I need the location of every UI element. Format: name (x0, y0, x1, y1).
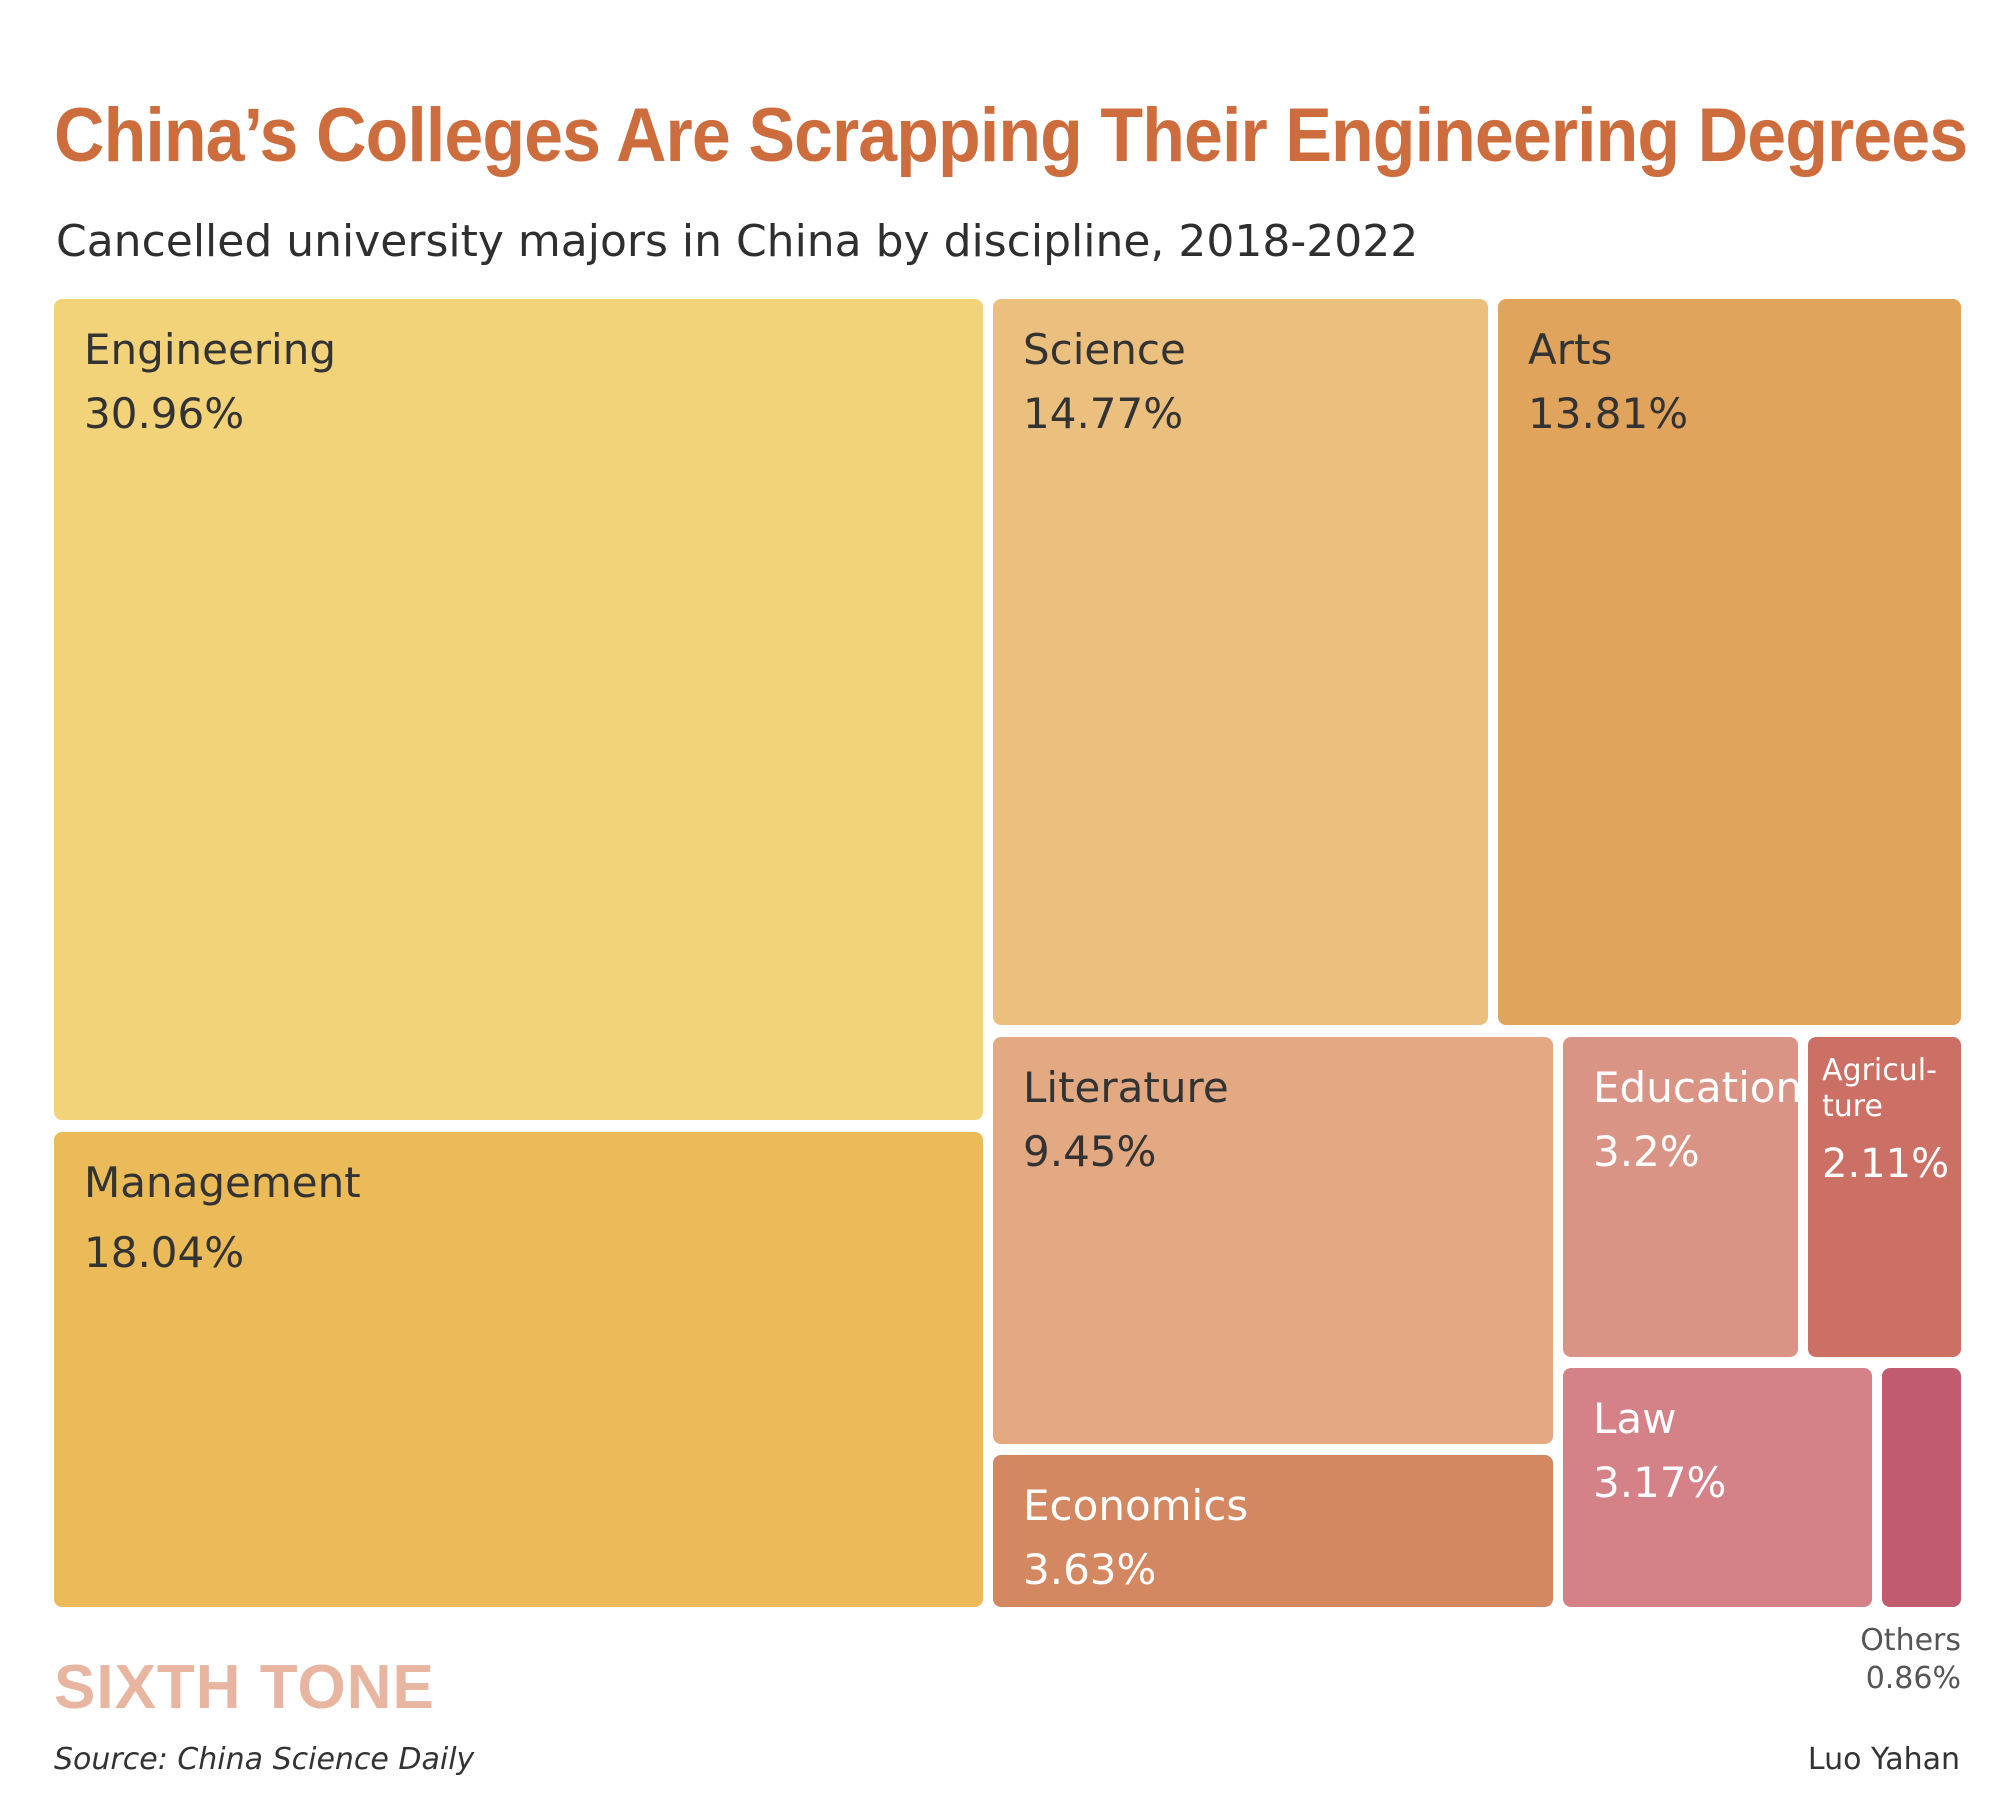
tile-agriculture: Agricul- ture 2.11% (1808, 1037, 1961, 1357)
tile-value-science: 14.77% (1023, 389, 1184, 438)
tile-value-management: 18.04% (84, 1228, 245, 1277)
sixth-tone-logo: SIXTH TONE (54, 1653, 435, 1722)
tile-label-agriculture: Agricul- ture (1822, 1053, 1937, 1124)
source-note: Source: China Science Daily (54, 1742, 475, 1777)
tile-label-literature: Literature (1023, 1063, 1229, 1112)
tile-label-arts: Arts (1528, 325, 1613, 374)
tile-label-management: Management (84, 1158, 361, 1207)
tile-value-law: 3.17% (1593, 1458, 1727, 1507)
tile-value-arts: 13.81% (1528, 389, 1689, 438)
tile-value-engineering: 30.96% (84, 389, 245, 438)
author-credit: Luo Yahan (1807, 1742, 1960, 1777)
tile-value-others: 0.86% (1865, 1661, 1961, 1696)
tile-value-agriculture: 2.11% (1822, 1141, 1950, 1187)
tile-value-education: 3.2% (1593, 1127, 1700, 1176)
tile-value-literature: 9.45% (1023, 1127, 1157, 1176)
tile-label-law: Law (1593, 1394, 1677, 1443)
tile-label-science: Science (1023, 325, 1186, 374)
tile-management: Management 18.04% (54, 1132, 983, 1607)
tile-law: Law 3.17% (1563, 1368, 1872, 1607)
chart-title: China’s Colleges Are Scrapping Their Eng… (54, 93, 1968, 178)
tile-literature: Literature 9.45% (993, 1037, 1553, 1444)
tile-engineering: Engineering 30.96% (54, 299, 983, 1120)
tile-economics: Economics 3.63% (993, 1455, 1553, 1607)
chart-subtitle: Cancelled university majors in China by … (56, 216, 1419, 267)
tile-science: Science 14.77% (993, 299, 1488, 1025)
tile-label-others: Others (1860, 1623, 1961, 1658)
tile-arts: Arts 13.81% (1498, 299, 1961, 1025)
tile-education: Education 3.2% (1563, 1037, 1798, 1357)
tile-label-education: Education (1593, 1063, 1798, 1112)
tile-label-economics: Economics (1023, 1481, 1249, 1530)
tile-value-economics: 3.63% (1023, 1545, 1157, 1594)
tile-others (1882, 1368, 1961, 1607)
tile-label-engineering: Engineering (84, 325, 336, 374)
